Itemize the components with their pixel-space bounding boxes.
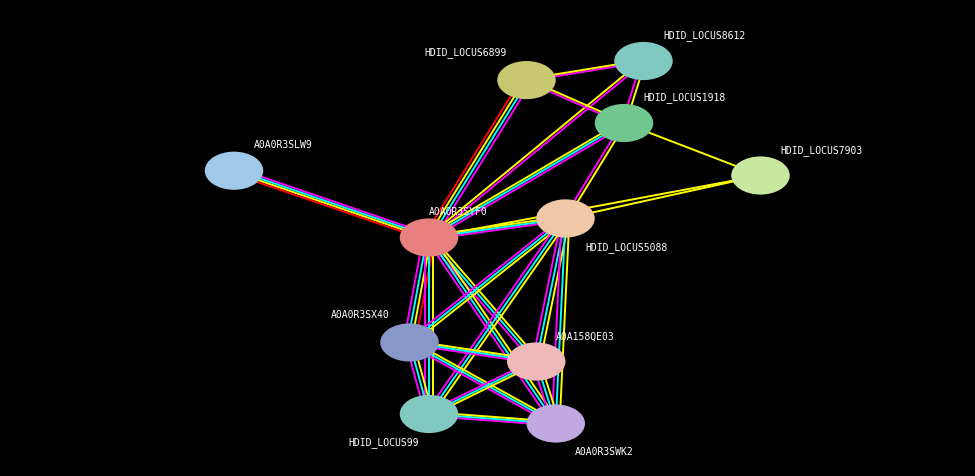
Text: HDID_LOCUS7903: HDID_LOCUS7903: [780, 145, 862, 155]
Text: A0A0R3SX40: A0A0R3SX40: [332, 309, 390, 319]
Ellipse shape: [526, 405, 585, 443]
Text: HDID_LOCUS1918: HDID_LOCUS1918: [644, 92, 725, 103]
Text: A0A0R3SWK2: A0A0R3SWK2: [575, 446, 634, 456]
Ellipse shape: [205, 152, 263, 190]
Ellipse shape: [400, 395, 458, 433]
Ellipse shape: [380, 324, 439, 362]
Ellipse shape: [536, 200, 595, 238]
Text: A0A0R3SYF0: A0A0R3SYF0: [429, 207, 488, 217]
Ellipse shape: [507, 343, 566, 381]
Text: A0A158QE03: A0A158QE03: [556, 331, 614, 340]
Text: HDID_LOCUS8612: HDID_LOCUS8612: [663, 30, 745, 41]
Text: HDID_LOCUS99: HDID_LOCUS99: [349, 436, 419, 447]
Text: HDID_LOCUS5088: HDID_LOCUS5088: [585, 242, 667, 253]
Text: A0A0R3SLW9: A0A0R3SLW9: [254, 140, 312, 150]
Ellipse shape: [400, 219, 458, 257]
Text: HDID_LOCUS6899: HDID_LOCUS6899: [425, 47, 507, 58]
Ellipse shape: [614, 43, 673, 81]
Ellipse shape: [731, 157, 790, 195]
Ellipse shape: [497, 62, 556, 100]
Ellipse shape: [595, 105, 653, 143]
